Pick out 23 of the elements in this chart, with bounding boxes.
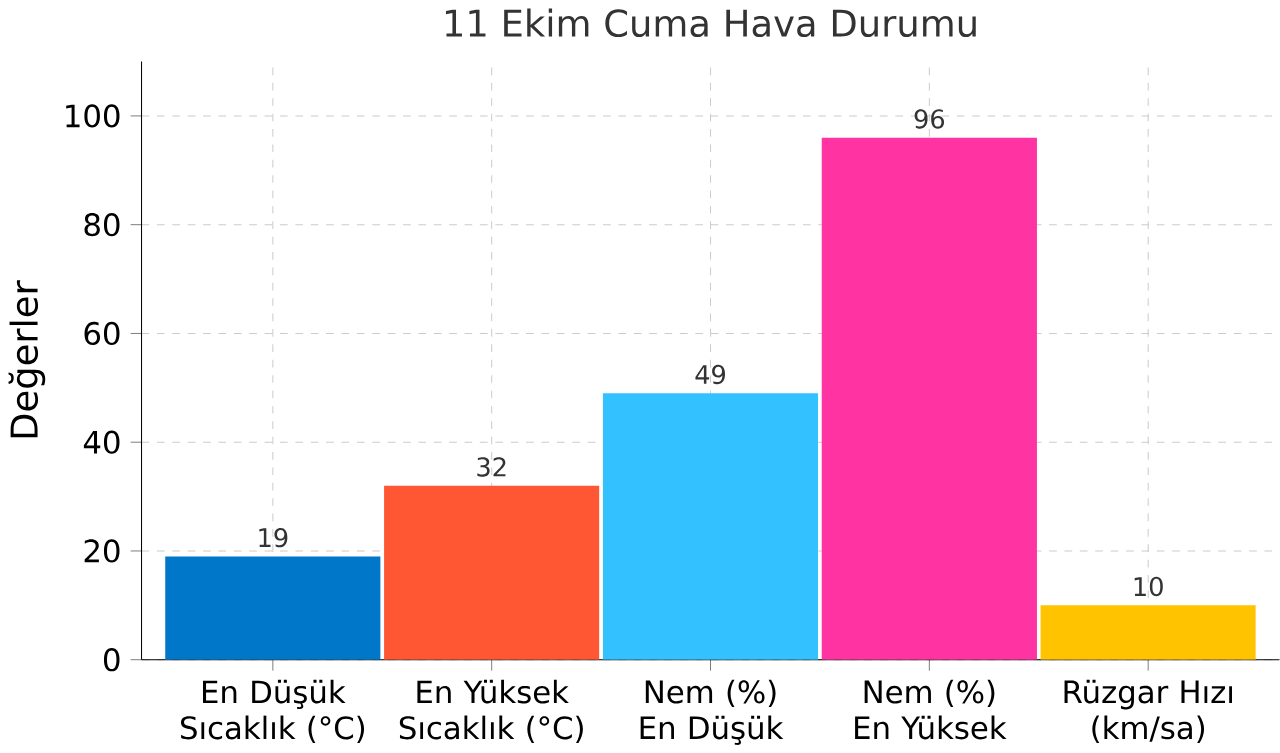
bar bbox=[165, 556, 381, 660]
bar bbox=[602, 393, 819, 660]
data-label: 96 bbox=[914, 109, 945, 129]
x-tick-label: En Düşük Sıcaklık (°C) bbox=[181, 679, 365, 743]
chart-title: 11 Ekim Cuma Hava Durumu bbox=[445, 8, 976, 37]
bar bbox=[384, 485, 600, 660]
y-tick-label: 0 bbox=[103, 647, 120, 672]
y-axis-title: Değerler bbox=[8, 280, 46, 438]
data-label: 32 bbox=[477, 457, 506, 477]
x-tick-label: Nem (%) En Yüksek bbox=[855, 679, 1007, 740]
x-tick-label: Rüzgar Hızı (km/sa) bbox=[1064, 679, 1232, 743]
y-tick-label: 60 bbox=[84, 321, 120, 345]
data-label: 49 bbox=[695, 364, 726, 384]
bar bbox=[821, 137, 1037, 660]
x-tick-label: Nem (%) En Düşük bbox=[640, 679, 784, 745]
data-label: 10 bbox=[1134, 576, 1163, 597]
y-tick-label: 100 bbox=[66, 104, 120, 128]
y-tick-label: 40 bbox=[83, 430, 120, 454]
y-tick-label: 80 bbox=[84, 212, 120, 237]
bar bbox=[1040, 605, 1256, 660]
data-label: 19 bbox=[259, 527, 288, 548]
y-tick-label: 20 bbox=[84, 539, 120, 563]
x-tick-label: En Yüksek Sıcaklık (°C) bbox=[399, 679, 583, 743]
